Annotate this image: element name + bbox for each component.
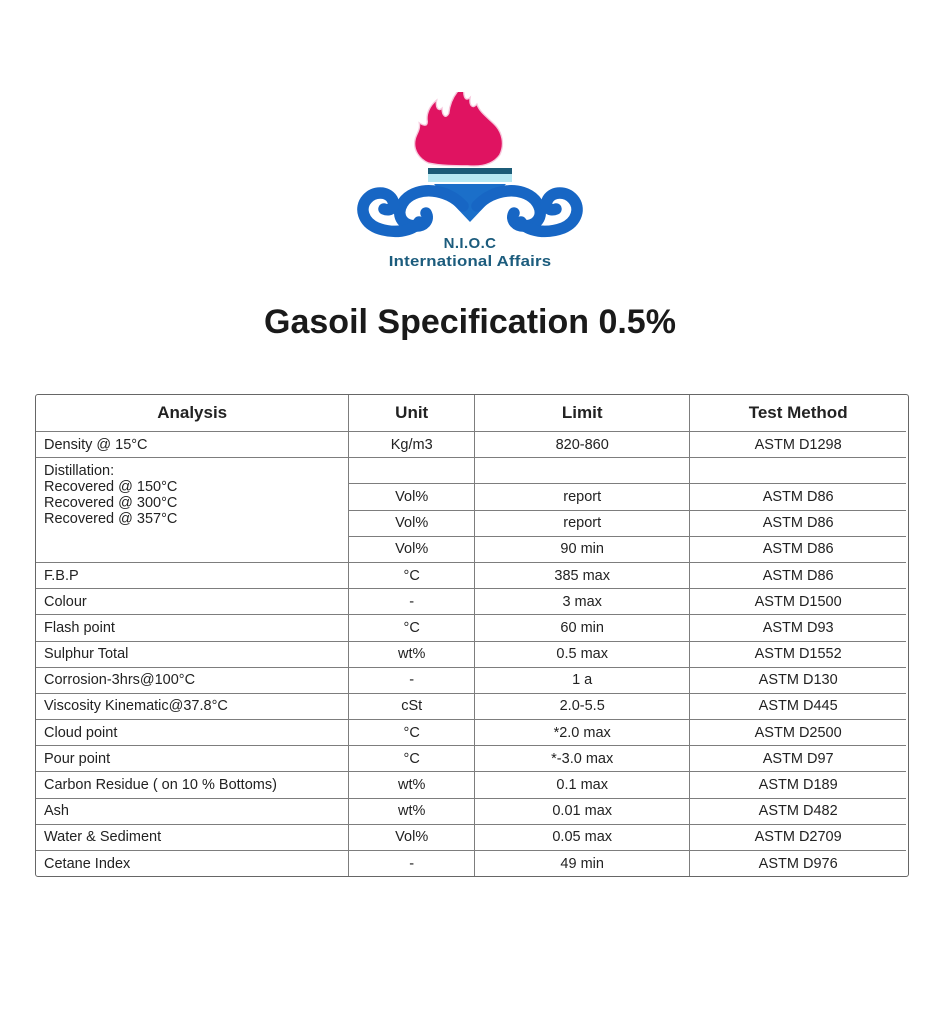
svg-text:International Affairs: International Affairs	[389, 254, 552, 270]
svg-text:N.I.O.C: N.I.O.C	[444, 235, 497, 252]
